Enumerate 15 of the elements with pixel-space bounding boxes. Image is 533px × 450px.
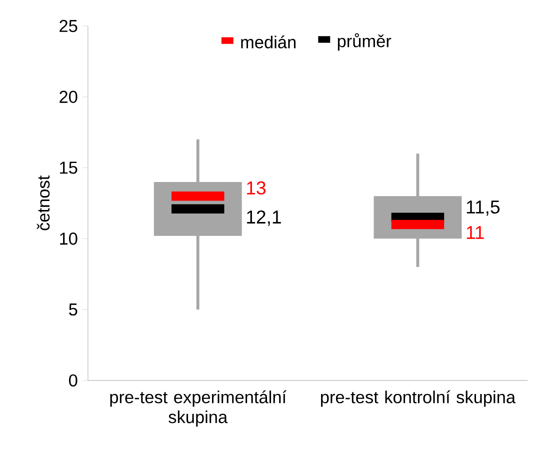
x-tick-label: pre-test kontrolní skupina [321,390,516,407]
annotation: 13 [247,181,266,195]
annotation: medián [241,36,296,49]
y-tick-label: 15 [60,162,78,174]
y-tick-label: 0 [69,374,78,387]
y-tick-label: 5 [69,304,78,316]
annotation: 12,1 [247,210,281,226]
x-tick-label: pre-test experimentální skupina [110,390,287,427]
y-tick-label: 25 [60,20,78,32]
y-axis-title: četnost [36,176,50,230]
annotation: 11,5 [466,200,500,216]
annotation: 11 [466,226,484,239]
y-tick-label: 10 [60,232,78,245]
annotation: průměr [338,33,392,51]
y-tick-label: 20 [60,90,78,104]
